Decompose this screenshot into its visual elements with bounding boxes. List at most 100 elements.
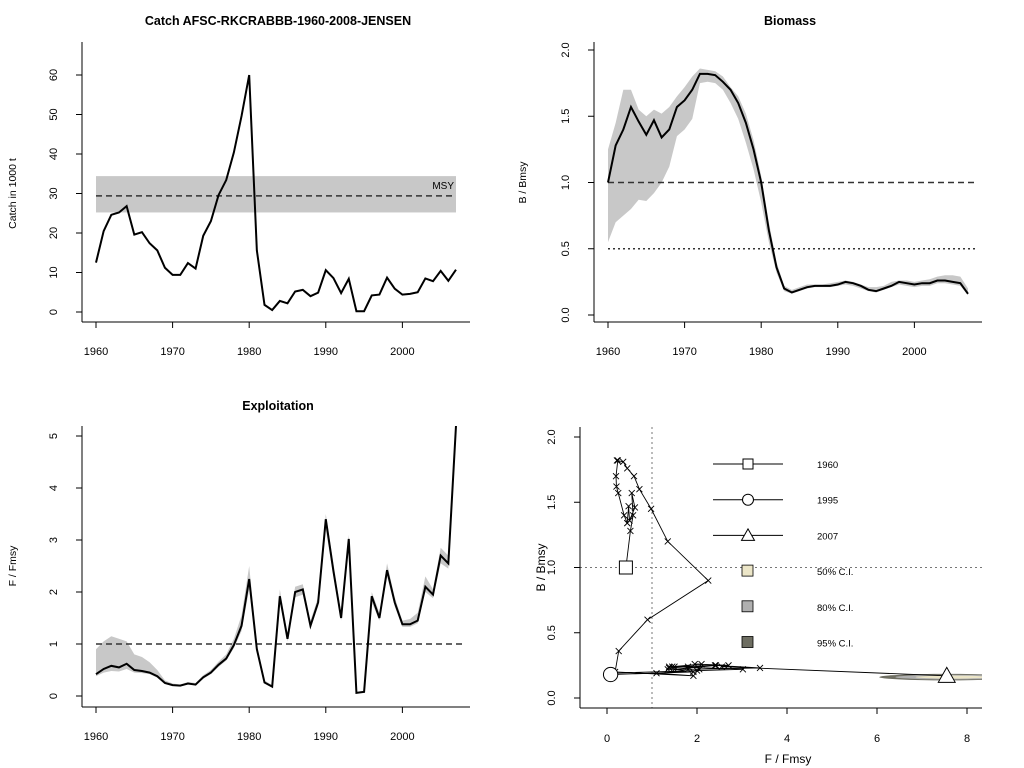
trajectory-point: [612, 472, 620, 480]
marker-1995: [602, 666, 619, 683]
trajectory-point: [653, 669, 660, 677]
trajectory-point: [711, 662, 719, 669]
trajectory-point: [631, 504, 639, 511]
y-tick-label: 0.5: [546, 625, 558, 640]
legend-marker: [742, 458, 754, 470]
y-tick-label: 1.5: [560, 109, 572, 124]
y-tick-label: 1.5: [546, 495, 558, 510]
trajectory-point: [664, 538, 672, 545]
trajectory-point: [625, 502, 632, 510]
legend-label: 1995: [817, 496, 838, 507]
trajectory-point: [684, 663, 692, 670]
data-layer-catch: [95, 74, 457, 313]
y-tick-label: 20: [48, 227, 60, 239]
y-tick-label: 0.5: [560, 241, 572, 256]
msy-band: [96, 176, 456, 213]
y-axis-label: B / Bmsy: [534, 543, 548, 591]
x-tick-label: 2000: [390, 731, 414, 743]
trajectory-point: [718, 663, 726, 670]
x-tick-label: 2000: [902, 346, 926, 358]
trajectory-point: [691, 660, 699, 668]
y-tick-label: 1: [48, 641, 60, 647]
trajectory-point: [628, 489, 636, 497]
x-tick-label: 1960: [596, 346, 620, 358]
trajectory-point: [739, 665, 747, 673]
msy-label: MSY: [432, 181, 454, 192]
trajectory-point: [623, 519, 631, 527]
x-tick-label: 2: [694, 733, 700, 745]
trajectory-point: [636, 485, 643, 493]
x-tick-label: 1970: [672, 346, 696, 358]
y-tick-label: 0.0: [560, 307, 572, 322]
trajectory-point: [698, 660, 705, 668]
y-tick-label: 4: [48, 485, 60, 491]
y-tick-label: 2.0: [560, 42, 572, 57]
y-tick-label: 3: [48, 537, 60, 543]
y-tick-label: 1.0: [546, 560, 558, 575]
series-line: [607, 72, 969, 295]
x-tick-label: 8: [964, 733, 970, 745]
x-tick-label: 1980: [749, 346, 773, 358]
legend-label: 2007: [817, 531, 838, 542]
series-line: [95, 426, 457, 695]
x-tick-label: 1970: [160, 346, 184, 358]
trajectory-point: [684, 665, 692, 673]
trajectory-point: [647, 505, 655, 513]
panel-biomass: Biomass 1960 1970 1980 1990 2000 0.0 0.5 1.0 1.5 2…: [517, 14, 982, 358]
marker-1960: [618, 560, 633, 575]
trajectory-point: [756, 664, 764, 672]
x-tick-label: 1980: [237, 731, 261, 743]
y-tick-label: 2.0: [546, 429, 558, 444]
legend-label: 1960: [817, 460, 838, 471]
y-tick-label: 0: [48, 693, 60, 699]
trajectory-point: [614, 489, 622, 497]
x-tick-label: 1960: [84, 346, 108, 358]
trajectory-point: [623, 465, 631, 472]
y-tick-label: 2: [48, 589, 60, 595]
panel-catch: Catch AFSC-RKCRABBB-1960-2008-JENSEN 1960…: [7, 14, 470, 358]
y-axis-label: Catch in 1000 t: [7, 158, 19, 229]
trajectory-point: [712, 662, 720, 669]
x-tick-label: 1960: [84, 731, 108, 743]
legend-marker: [742, 493, 754, 506]
series-line: [95, 74, 457, 313]
trajectory-point: [629, 511, 637, 519]
legend-label: 95% C.I.: [817, 639, 853, 650]
x-tick-label: 1980: [237, 346, 261, 358]
x-tick-label: 4: [784, 733, 790, 745]
trajectory-point: [665, 663, 673, 670]
data-layer-biomass: [607, 68, 976, 296]
y-tick-label: 40: [48, 148, 60, 160]
x-axis-label: F / Fmsy: [765, 752, 812, 766]
panel-exploitation: Exploitation 1960 1970 1980 1990 2000 0 1 2 3 4 5 F …: [7, 399, 470, 743]
trajectory-point: [615, 647, 623, 655]
trajectory-point: [690, 668, 697, 676]
trajectory-point: [627, 527, 634, 535]
x-tick-label: 1990: [314, 731, 338, 743]
trajectory-point: [630, 472, 638, 480]
chart-title: Catch AFSC-RKCRABBB-1960-2008-JENSEN: [145, 14, 411, 28]
legend-swatch: [741, 636, 754, 648]
y-tick-label: 30: [48, 187, 60, 199]
legend-label: 80% C.I.: [817, 603, 853, 614]
trajectory-point: [671, 663, 678, 670]
y-tick-label: 1.0: [560, 175, 572, 190]
trajectory-point: [614, 457, 622, 464]
legend-marker: [740, 527, 756, 541]
trajectory-point: [620, 511, 628, 519]
legend: 1960 1995 2007 50% C.I. 80% C.I. 95% C.I.: [713, 458, 853, 650]
trajectory-point: [668, 663, 676, 670]
panel-kobe: 0 2 4 6 8 0.0 0.5 1.0 1.5 2.0 B / Bmsy F / Fmsy 1960…: [534, 427, 982, 766]
trajectory-point: [644, 616, 651, 624]
x-tick-label: 0: [604, 733, 610, 745]
trajectory-point: [695, 665, 703, 673]
x-tick-label: 1970: [160, 731, 184, 743]
y-tick-label: 60: [48, 69, 60, 81]
trajectory-point: [619, 458, 627, 466]
x-tick-label: 2000: [390, 346, 414, 358]
chart-title: Biomass: [764, 14, 816, 28]
y-axis-label: B / Bmsy: [517, 161, 529, 204]
chart-title: Exploitation: [242, 399, 314, 413]
y-tick-label: 5: [48, 433, 60, 439]
